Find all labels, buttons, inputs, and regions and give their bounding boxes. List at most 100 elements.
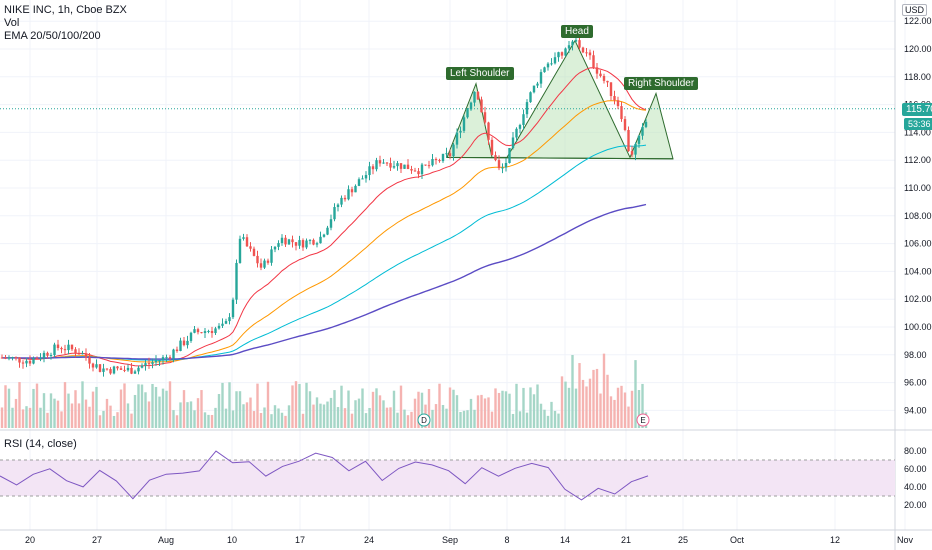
volume-bar — [277, 408, 280, 428]
candle — [574, 40, 578, 42]
candle — [147, 363, 151, 365]
candle — [490, 139, 494, 156]
candle — [378, 160, 382, 164]
candle — [7, 357, 11, 359]
candle — [32, 358, 35, 364]
candle — [606, 80, 609, 83]
candle — [340, 197, 343, 205]
volume-bar — [291, 385, 294, 428]
volume-bar — [179, 402, 182, 428]
candle — [347, 189, 350, 200]
last-price-badge: 115.70 — [902, 103, 932, 116]
candle — [578, 40, 581, 48]
volume-bar — [67, 393, 70, 428]
volume-bar — [165, 390, 168, 428]
earnings-marker — [636, 413, 650, 427]
time-tick-label: 25 — [678, 535, 688, 545]
candle — [301, 240, 305, 248]
candle — [0, 357, 4, 359]
candle — [74, 349, 77, 354]
candle — [417, 171, 420, 175]
candle — [361, 178, 364, 180]
volume-bar — [84, 399, 88, 428]
candle — [277, 243, 280, 247]
candle — [53, 344, 56, 356]
candle — [630, 151, 634, 155]
volume-bar — [455, 395, 459, 428]
candle — [235, 262, 238, 300]
candle — [427, 165, 431, 167]
volume-bar — [641, 383, 644, 428]
candle — [364, 175, 368, 179]
candle — [4, 357, 7, 359]
volume-bar — [501, 390, 504, 428]
volume-bar — [347, 390, 350, 428]
volume-bar — [137, 384, 140, 428]
volume-bar — [266, 381, 270, 428]
candle — [25, 360, 28, 364]
candle — [620, 106, 623, 120]
candle — [469, 102, 473, 110]
candle — [109, 369, 112, 374]
candle — [382, 162, 385, 164]
price-tick-label: 104.00 — [904, 266, 932, 276]
volume-bar — [39, 407, 42, 428]
price-tick-label: 118.00 — [904, 72, 931, 82]
candle — [644, 121, 648, 127]
rsi-panel — [0, 450, 895, 501]
volume-bar — [196, 398, 200, 428]
ema-legend[interactable]: EMA 20/50/100/200 — [4, 30, 101, 42]
volume-bar — [410, 411, 413, 428]
currency-label[interactable]: USD — [901, 4, 927, 16]
candle — [203, 331, 207, 334]
symbol-title[interactable]: NIKE INC, 1h, Cboe BZX — [4, 4, 127, 16]
candle — [546, 63, 550, 68]
candle — [476, 91, 480, 100]
volume-bar — [441, 404, 445, 428]
candle — [336, 204, 340, 208]
candle — [284, 237, 287, 245]
candle — [245, 237, 249, 247]
candle — [567, 45, 571, 49]
volume-bar — [336, 407, 340, 428]
candle — [224, 321, 228, 324]
volume-bar — [637, 390, 641, 428]
volume-bar — [574, 388, 578, 428]
price-tick-label: 96.00 — [904, 378, 927, 388]
volume-bar — [242, 404, 245, 428]
volume-bar — [256, 383, 259, 428]
volume-bar — [116, 412, 119, 428]
volume-bar — [364, 413, 368, 428]
volume-bar — [630, 390, 634, 428]
volume-bar — [182, 390, 186, 428]
volume-bar — [434, 404, 438, 428]
volume-bars — [0, 353, 648, 428]
candle — [196, 329, 200, 333]
volume-legend[interactable]: Vol — [4, 17, 20, 29]
volume-bar — [361, 388, 364, 428]
candle — [161, 357, 165, 361]
volume-bar — [427, 389, 431, 428]
candle — [480, 99, 483, 113]
volume-bar — [623, 392, 627, 428]
volume-bar — [158, 396, 161, 428]
volume-bar — [403, 409, 406, 428]
candle — [602, 76, 606, 81]
candle — [371, 166, 375, 170]
volume-bar — [140, 384, 144, 428]
volume-bar — [392, 390, 396, 428]
candle — [210, 330, 214, 334]
volume-bar — [189, 401, 193, 428]
volume-bar — [11, 407, 14, 428]
rsi-legend[interactable]: RSI (14, close) — [4, 438, 77, 450]
volume-bar — [126, 403, 130, 428]
volume-bar — [578, 363, 581, 428]
price-tick-label: 94.00 — [904, 405, 927, 415]
candle — [263, 260, 266, 268]
volume-bar — [21, 409, 25, 428]
candle — [84, 353, 88, 358]
head-label: Head — [561, 25, 593, 38]
volume-bar — [74, 390, 77, 428]
